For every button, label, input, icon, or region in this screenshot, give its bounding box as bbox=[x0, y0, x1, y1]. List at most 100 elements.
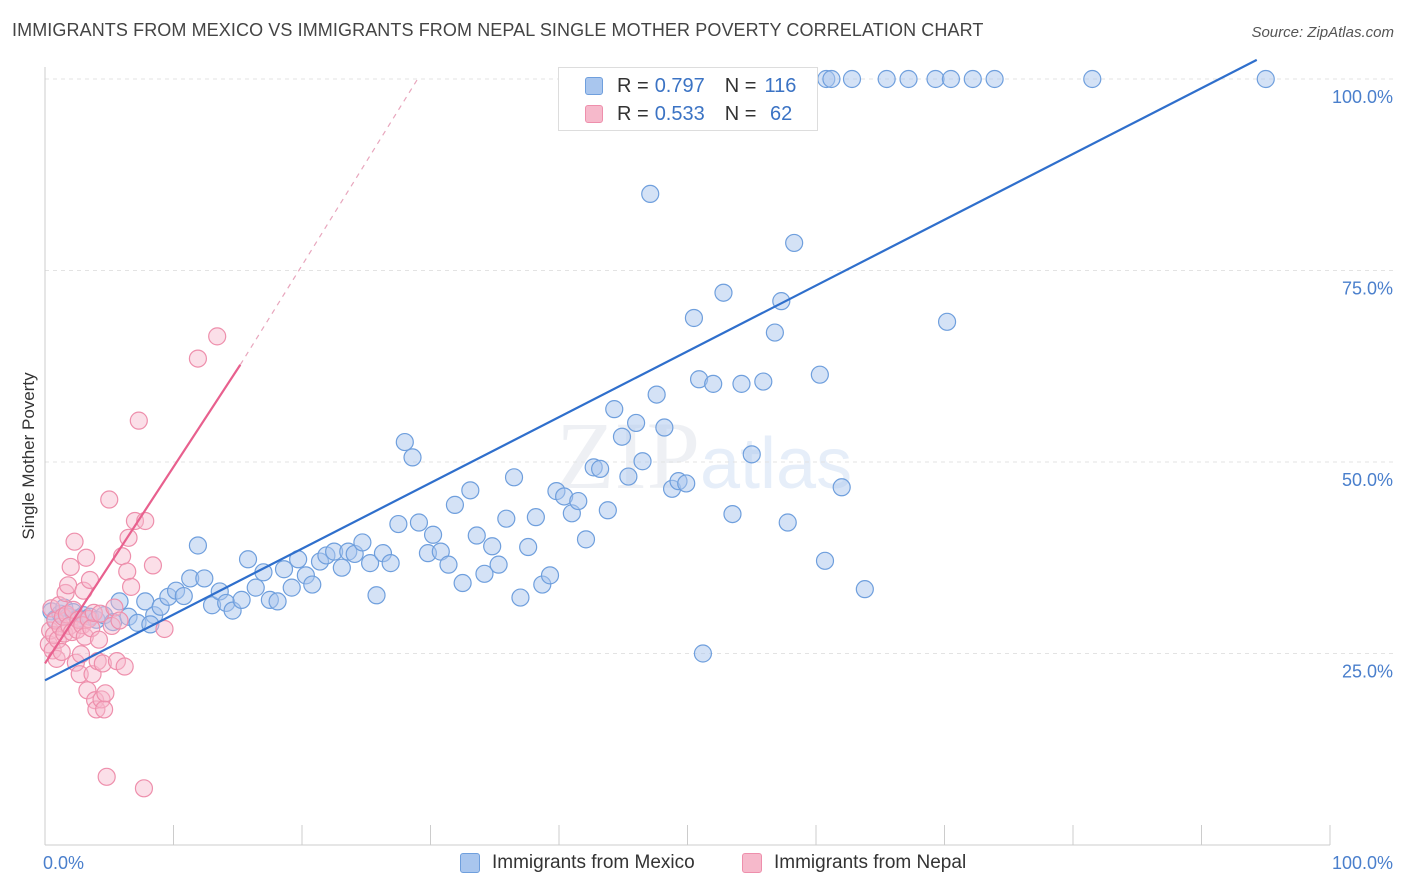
data-point-mexico bbox=[576, 530, 596, 549]
data-point-mexico bbox=[655, 418, 674, 437]
data-point-mexico bbox=[937, 312, 957, 331]
data-point-mexico bbox=[453, 573, 472, 593]
legend-r-value: 0.797 bbox=[654, 74, 705, 97]
data-point-mexico bbox=[626, 413, 646, 433]
legend-r-label: R = bbox=[617, 74, 649, 97]
data-point-mexico bbox=[395, 432, 414, 452]
data-point-mexico bbox=[475, 564, 494, 583]
data-point-mexico bbox=[815, 551, 835, 570]
data-point-mexico bbox=[926, 69, 945, 89]
data-point-mexico bbox=[684, 308, 704, 328]
legend-swatch-mexico bbox=[585, 77, 603, 95]
chart-title: IMMIGRANTS FROM MEXICO VS IMMIGRANTS FRO… bbox=[12, 20, 984, 40]
x-tick-label: 100.0% bbox=[1332, 853, 1393, 873]
source-label: Source: ZipAtlas.com bbox=[1251, 24, 1394, 41]
trend-extension bbox=[239, 78, 419, 366]
data-point-mexico bbox=[985, 69, 1004, 89]
data-point-mexico bbox=[754, 372, 773, 391]
data-point-nepal bbox=[71, 645, 91, 664]
trend-line-nepal bbox=[44, 364, 242, 665]
data-point-mexico bbox=[693, 644, 713, 663]
data-point-mexico bbox=[765, 323, 784, 342]
data-point-mexico bbox=[489, 555, 508, 574]
data-point-nepal bbox=[77, 548, 96, 567]
data-point-mexico bbox=[188, 536, 208, 555]
legend-item-mexico[interactable]: Immigrants from Mexico bbox=[460, 852, 695, 874]
data-point-mexico bbox=[367, 586, 386, 605]
trend-extension-nepal bbox=[239, 78, 419, 366]
data-point-nepal bbox=[95, 700, 114, 719]
data-point-nepal bbox=[84, 603, 103, 623]
data-point-nepal bbox=[70, 665, 89, 684]
y-tick-label: 75.0% bbox=[1342, 279, 1393, 299]
data-point-mexico bbox=[605, 400, 624, 419]
data-point-mexico bbox=[389, 514, 408, 534]
data-point-nepal bbox=[121, 577, 141, 596]
data-point-mexico bbox=[497, 509, 516, 528]
data-point-mexico bbox=[822, 69, 841, 89]
data-point-mexico bbox=[439, 555, 458, 574]
data-point-nepal bbox=[61, 557, 80, 577]
axes bbox=[44, 67, 1331, 846]
data-point-mexico bbox=[842, 69, 862, 89]
data-point-nepal bbox=[129, 411, 148, 430]
legend-row-mexico: R = 0.797 N = 116 bbox=[585, 72, 797, 100]
legend-swatch-nepal bbox=[585, 105, 603, 123]
data-point-nepal bbox=[125, 511, 145, 531]
data-point-mexico bbox=[1256, 69, 1275, 89]
data-point-mexico bbox=[246, 578, 265, 597]
y-tick-label: 25.0% bbox=[1342, 662, 1393, 682]
legend-item-nepal[interactable]: Immigrants from Nepal bbox=[742, 852, 966, 874]
legend-n-value: 62 bbox=[764, 102, 793, 125]
trend-lines bbox=[44, 58, 1258, 682]
data-point-mexico bbox=[403, 448, 422, 467]
data-point-mexico bbox=[483, 537, 502, 556]
data-point-nepal bbox=[93, 654, 112, 673]
data-point-mexico bbox=[785, 233, 804, 253]
data-point-nepal bbox=[89, 630, 109, 649]
data-point-mexico bbox=[832, 478, 851, 497]
series-mexico bbox=[42, 69, 1275, 663]
data-point-nepal bbox=[110, 611, 129, 630]
data-point-nepal bbox=[57, 605, 76, 624]
data-point-mexico bbox=[641, 184, 660, 203]
data-point-mexico bbox=[274, 560, 294, 579]
data-point-nepal bbox=[134, 779, 154, 798]
data-point-mexico bbox=[941, 69, 961, 89]
data-point-mexico bbox=[409, 513, 429, 532]
data-point-mexico bbox=[612, 427, 632, 446]
data-point-mexico bbox=[647, 385, 666, 404]
data-point-mexico bbox=[504, 468, 524, 487]
legend-label-nepal: Immigrants from Nepal bbox=[774, 852, 967, 873]
data-point-mexico bbox=[1083, 69, 1102, 89]
watermark-atlas: atlas bbox=[700, 424, 853, 504]
data-point-nepal bbox=[87, 700, 106, 719]
data-point-mexico bbox=[855, 580, 874, 599]
data-point-nepal bbox=[100, 490, 119, 509]
series-nepal bbox=[39, 327, 227, 798]
data-point-mexico bbox=[732, 374, 751, 393]
data-point-nepal bbox=[78, 681, 97, 700]
data-point-mexico bbox=[778, 513, 797, 532]
data-point-mexico bbox=[677, 474, 696, 493]
data-point-mexico bbox=[540, 566, 560, 585]
data-point-mexico bbox=[303, 575, 322, 594]
legend-n-label: N = bbox=[724, 102, 757, 125]
data-point-mexico bbox=[511, 588, 530, 607]
data-point-mexico bbox=[423, 525, 443, 544]
series-legend: Immigrants from Mexico Immigrants from N… bbox=[0, 852, 1406, 878]
x-tick-label: 0.0% bbox=[43, 853, 84, 873]
y-tick-label: 100.0% bbox=[1332, 87, 1393, 107]
data-point-mexico bbox=[899, 69, 918, 89]
legend-r-label: R = bbox=[617, 102, 649, 125]
legend-swatch-mexico bbox=[460, 853, 480, 873]
data-point-mexico bbox=[591, 459, 610, 478]
legend-n-value: 116 bbox=[764, 74, 797, 97]
data-point-mexico bbox=[361, 554, 380, 573]
data-point-nepal bbox=[115, 657, 134, 676]
legend-swatch-nepal bbox=[742, 853, 762, 873]
data-point-nepal bbox=[155, 619, 174, 639]
data-point-mexico bbox=[569, 491, 588, 511]
